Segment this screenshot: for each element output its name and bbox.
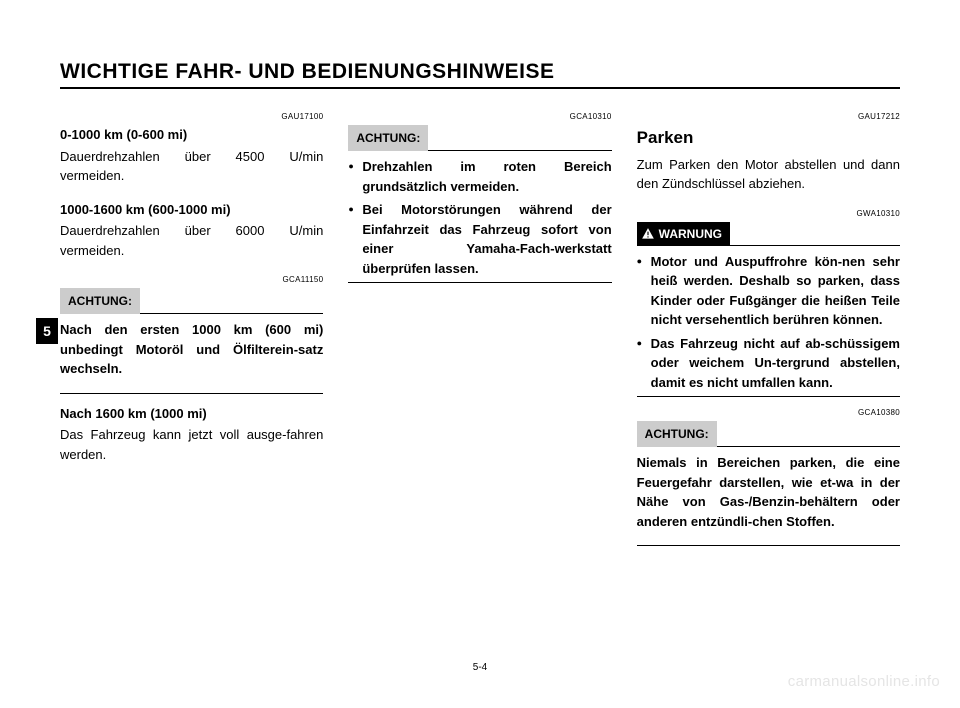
divider-line	[60, 393, 323, 394]
manual-page: WICHTIGE FAHR- UND BEDIENUNGSHINWEISE GA…	[0, 0, 960, 586]
notice-label: ACHTUNG:	[348, 125, 428, 151]
column-3: GAU17212 Parken Zum Parken den Motor abs…	[637, 111, 900, 556]
reference-code: GAU17212	[637, 111, 900, 123]
reference-code: GAU17100	[60, 111, 323, 123]
divider-line	[428, 150, 611, 151]
notice-header: ACHTUNG:	[60, 288, 323, 314]
notice-text: Niemals in Bereichen parken, die eine Fe…	[637, 453, 900, 531]
warning-triangle-icon	[641, 227, 655, 241]
warning-label: WARNUNG	[637, 222, 730, 246]
list-item: Motor und Auspuffrohre kön-nen sehr heiß…	[637, 252, 900, 330]
column-2: GCA10310 ACHTUNG: Drehzahlen im roten Be…	[348, 111, 611, 556]
notice-label: ACHTUNG:	[60, 288, 140, 314]
column-1: GAU17100 0-1000 km (0-600 mi) Dauerdrehz…	[60, 111, 323, 556]
list-item: Drehzahlen im roten Bereich grundsätzlic…	[348, 157, 611, 196]
divider-line	[348, 282, 611, 283]
divider-line	[637, 545, 900, 546]
body-text: vermeiden.	[60, 241, 323, 261]
divider-line	[637, 396, 900, 397]
bullet-list: Motor und Auspuffrohre kön-nen sehr heiß…	[637, 252, 900, 393]
notice-header: ACHTUNG:	[637, 421, 900, 447]
notice-text: Nach den ersten 1000 km (600 mi) unbedin…	[60, 320, 323, 379]
divider-line	[717, 446, 900, 447]
divider-line	[140, 313, 323, 314]
body-text: Das Fahrzeug kann jetzt voll ausge-fahre…	[60, 425, 323, 464]
reference-code: GCA11150	[60, 274, 323, 286]
divider-line	[730, 245, 900, 246]
chapter-tab: 5	[36, 318, 58, 344]
list-item: Bei Motorstörungen während der Einfahrze…	[348, 200, 611, 278]
body-text: Dauerdrehzahlen über 6000 U/min	[60, 221, 323, 241]
body-text: vermeiden.	[60, 166, 323, 186]
page-number: 5-4	[473, 662, 487, 673]
list-item: Das Fahrzeug nicht auf ab-schüssigem ode…	[637, 334, 900, 393]
section-heading: Parken	[637, 125, 900, 151]
bullet-list: Drehzahlen im roten Bereich grundsätzlic…	[348, 157, 611, 278]
warning-header: WARNUNG	[637, 222, 900, 246]
reference-code: GCA10380	[637, 407, 900, 419]
notice-header: ACHTUNG:	[348, 125, 611, 151]
watermark: carmanualsonline.info	[788, 673, 940, 690]
reference-code: GCA10310	[348, 111, 611, 123]
body-text: Zum Parken den Motor abstellen und dann …	[637, 155, 900, 194]
reference-code: GWA10310	[637, 208, 900, 220]
sub-heading: Nach 1600 km (1000 mi)	[60, 404, 323, 424]
warning-text: WARNUNG	[659, 225, 722, 243]
sub-heading: 0-1000 km (0-600 mi)	[60, 125, 323, 145]
page-title: WICHTIGE FAHR- UND BEDIENUNGSHINWEISE	[60, 60, 900, 89]
content-columns: GAU17100 0-1000 km (0-600 mi) Dauerdrehz…	[60, 111, 900, 556]
sub-heading: 1000-1600 km (600-1000 mi)	[60, 200, 323, 220]
notice-label: ACHTUNG:	[637, 421, 717, 447]
body-text: Dauerdrehzahlen über 4500 U/min	[60, 147, 323, 167]
